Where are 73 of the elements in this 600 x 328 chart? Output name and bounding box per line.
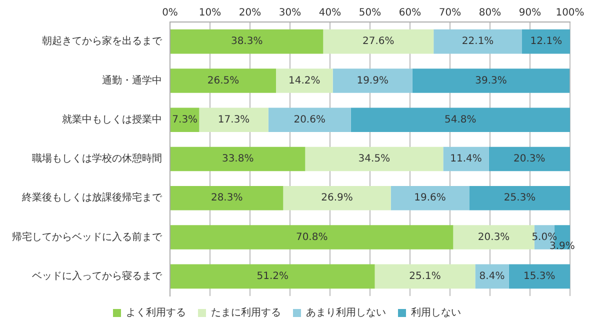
bar <box>390 186 470 210</box>
x-tick-label: 20% <box>238 8 262 19</box>
bar <box>170 146 306 172</box>
x-tick-label: 60% <box>398 8 422 19</box>
legend-label: 利用しない <box>411 306 461 319</box>
data-label: 19.9% <box>356 75 388 86</box>
data-label: 11.4% <box>450 154 482 165</box>
bar <box>170 68 276 93</box>
bar <box>170 29 324 54</box>
y-tick-label: ベッドに入ってから寝るまで <box>32 270 163 282</box>
legend-label: たまに利用する <box>211 306 281 319</box>
bar <box>374 264 476 289</box>
x-tick-label: 70% <box>438 8 462 19</box>
data-label: 51.2% <box>256 271 289 282</box>
data-label: 25.1% <box>409 271 441 282</box>
bar <box>199 108 268 132</box>
bar <box>305 146 444 172</box>
x-tick-label: 90% <box>518 8 542 19</box>
bar <box>350 108 570 132</box>
bar <box>453 225 534 250</box>
data-label: 20.3% <box>478 232 510 243</box>
data-label: 20.6% <box>294 114 326 126</box>
bar <box>283 186 391 210</box>
x-tick-label: 40% <box>318 8 342 19</box>
bar <box>170 186 284 210</box>
data-label: 33.8% <box>222 154 254 165</box>
bar <box>412 68 570 93</box>
bar <box>488 146 570 172</box>
data-label: 54.8% <box>444 114 476 126</box>
bar <box>276 68 333 93</box>
data-label: 22.1% <box>462 36 494 48</box>
x-tick-label: 30% <box>278 8 302 19</box>
data-label: 20.3% <box>514 154 546 165</box>
x-tick-label: 80% <box>478 8 502 19</box>
data-label: 12.1% <box>530 36 562 48</box>
data-label: 25.3% <box>504 192 536 204</box>
data-label: 70.8% <box>296 232 328 243</box>
data-label: 26.5% <box>207 75 240 86</box>
bar <box>443 146 489 172</box>
data-label: 15.3% <box>524 271 556 282</box>
y-tick-label: 就業中もしくは授業中 <box>62 113 162 126</box>
data-label: 27.6% <box>362 36 394 48</box>
x-tick-label: 10% <box>198 8 222 19</box>
y-tick-label: 終業後もしくは放課後帰宅まで <box>21 192 163 204</box>
y-tick-label: 職場もしくは学校の休憩時間 <box>32 152 162 165</box>
data-label: 39.3% <box>475 75 507 86</box>
x-tick-label: 100% <box>556 8 584 19</box>
bar <box>170 264 375 289</box>
data-label: 14.2% <box>288 75 320 86</box>
data-label: 5.0% <box>532 232 558 243</box>
bar <box>522 29 570 54</box>
data-label: 8.4% <box>479 271 505 282</box>
x-tick-label: 0% <box>162 8 178 19</box>
legend-label: あまり利用しない <box>306 306 386 319</box>
y-tick-label: 朝起きてから家を出るまで <box>42 35 163 48</box>
legend-label: よく利用する <box>126 306 186 319</box>
bar <box>469 186 570 210</box>
data-label: 34.5% <box>358 154 390 165</box>
data-label: 17.3% <box>218 114 250 126</box>
data-label: 7.3% <box>172 114 198 126</box>
data-label: 38.3% <box>230 36 263 48</box>
y-tick-label: 通勤・通学中 <box>102 74 162 86</box>
data-label: 26.9% <box>321 192 353 204</box>
data-label: 19.6% <box>414 192 446 204</box>
bar <box>434 29 522 54</box>
x-tick-label: 50% <box>358 8 382 19</box>
data-label: 28.3% <box>210 192 243 204</box>
bar <box>323 29 434 54</box>
bar <box>170 225 454 250</box>
y-tick-label: 帰宅してからベッドに入る前まで <box>12 230 163 243</box>
bar <box>268 108 351 132</box>
bar <box>332 68 412 93</box>
bar <box>508 264 570 289</box>
